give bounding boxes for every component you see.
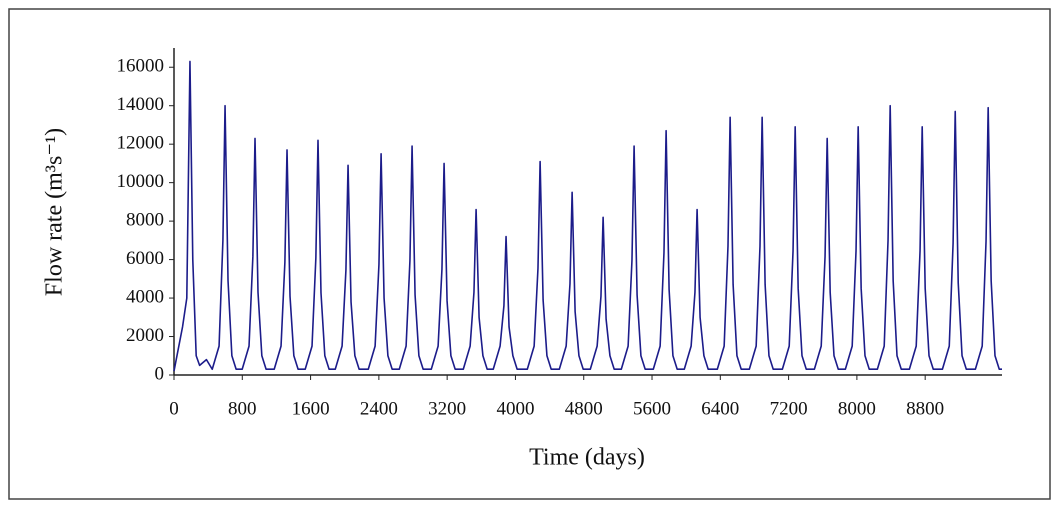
x-tick-label: 6400 — [701, 398, 739, 419]
y-tick-label: 14000 — [117, 94, 165, 115]
y-tick-label: 10000 — [117, 171, 165, 192]
x-tick-label: 0 — [169, 398, 179, 419]
x-tick-label: 800 — [228, 398, 257, 419]
flow-line — [173, 60, 1002, 372]
x-tick-label: 8000 — [838, 398, 876, 419]
x-axis-title: Time (days) — [529, 445, 645, 471]
y-tick-label: 2000 — [126, 325, 164, 346]
x-tick-label: 7200 — [770, 398, 808, 419]
x-tick-label: 4000 — [496, 398, 534, 419]
y-tick-label: 8000 — [126, 209, 164, 230]
x-tick-label: 8800 — [906, 398, 944, 419]
x-tick-label: 2400 — [360, 398, 398, 419]
x-tick-label: 4800 — [565, 398, 603, 419]
y-tick-label: 0 — [155, 363, 165, 384]
x-tick-label: 3200 — [428, 398, 466, 419]
x-tick-label: 1600 — [292, 398, 330, 419]
y-tick-label: 12000 — [117, 133, 165, 154]
y-tick-label: 6000 — [126, 248, 164, 269]
y-axis-title: Flow rate (m³s⁻¹) — [42, 128, 68, 296]
x-tick-label: 5600 — [633, 398, 671, 419]
y-tick-label: 16000 — [117, 56, 165, 77]
frame — [8, 8, 1051, 500]
y-tick-label: 4000 — [126, 286, 164, 307]
